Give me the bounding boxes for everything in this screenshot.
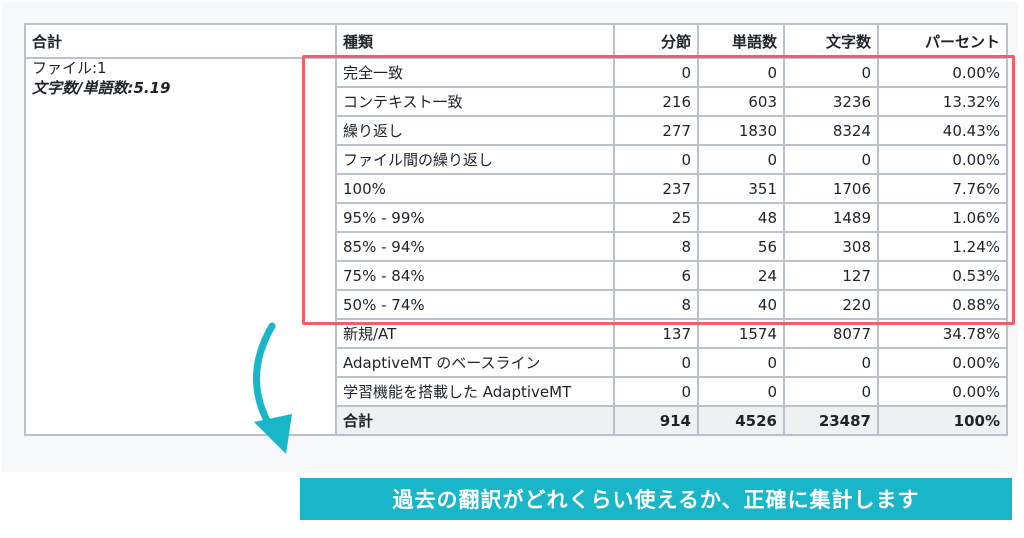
table-row: 学習機能を搭載した AdaptiveMT 0 0 0 0.00% bbox=[25, 376, 1008, 407]
row-percent: 0.00% bbox=[877, 144, 1008, 175]
row-type: 95% - 99% bbox=[335, 202, 615, 233]
row-type: 完全一致 bbox=[335, 57, 615, 88]
row-type: 学習機能を搭載した AdaptiveMT bbox=[335, 376, 615, 407]
row-segments: 277 bbox=[613, 115, 699, 146]
row-words: 351 bbox=[697, 173, 785, 204]
row-percent: 1.24% bbox=[877, 231, 1008, 262]
row-percent: 13.32% bbox=[877, 86, 1008, 117]
curved-arrow-icon bbox=[253, 322, 292, 454]
row-percent: 1.06% bbox=[877, 202, 1008, 233]
file-count: ファイル:1 bbox=[32, 59, 107, 77]
row-chars: 1489 bbox=[783, 202, 879, 233]
table-row: 75% - 84% 6 24 127 0.53% bbox=[25, 260, 1008, 291]
row-segments: 25 bbox=[613, 202, 699, 233]
row-percent: 0.53% bbox=[877, 260, 1008, 291]
table-total-row: 合計 914 4526 23487 100% bbox=[25, 405, 1008, 436]
row-words: 0 bbox=[697, 144, 785, 175]
row-words: 48 bbox=[697, 202, 785, 233]
row-chars: 308 bbox=[783, 231, 879, 262]
row-words: 0 bbox=[697, 347, 785, 378]
row-segments: 137 bbox=[613, 318, 699, 349]
row-chars: 1706 bbox=[783, 173, 879, 204]
row-segments: 0 bbox=[613, 144, 699, 175]
row-percent: 0.88% bbox=[877, 289, 1008, 320]
row-segments: 0 bbox=[613, 347, 699, 378]
row-words: 0 bbox=[697, 376, 785, 407]
row-words: 603 bbox=[697, 86, 785, 117]
table-row: 繰り返し 277 1830 8324 40.43% bbox=[25, 115, 1008, 146]
char-word-ratio: 文字数/単語数:5.19 bbox=[32, 79, 171, 97]
header-type: 種類 bbox=[335, 23, 615, 59]
row-type: コンテキスト一致 bbox=[335, 86, 615, 117]
total-words: 4526 bbox=[697, 405, 785, 436]
row-chars: 0 bbox=[783, 376, 879, 407]
row-chars: 3236 bbox=[783, 86, 879, 117]
header-words: 単語数 bbox=[697, 23, 785, 59]
total-percent: 100% bbox=[877, 405, 1008, 436]
table-row: 100% 237 351 1706 7.76% bbox=[25, 173, 1008, 204]
row-segments: 8 bbox=[613, 231, 699, 262]
row-percent: 34.78% bbox=[877, 318, 1008, 349]
row-type: AdaptiveMT のベースライン bbox=[335, 347, 615, 378]
row-percent: 40.43% bbox=[877, 115, 1008, 146]
row-type: 100% bbox=[335, 173, 615, 204]
row-words: 1830 bbox=[697, 115, 785, 146]
row-chars: 8077 bbox=[783, 318, 879, 349]
header-percent: パーセント bbox=[877, 23, 1008, 59]
header-segments: 分節 bbox=[613, 23, 699, 59]
analysis-table: 合計 種類 分節 単語数 文字数 パーセント ファイル:1 文字数/単語数:5.… bbox=[24, 23, 1008, 436]
table-row: ファイル間の繰り返し 0 0 0 0.00% bbox=[25, 144, 1008, 175]
row-type: 50% - 74% bbox=[335, 289, 615, 320]
table-row: コンテキスト一致 216 603 3236 13.32% bbox=[25, 86, 1008, 117]
row-type: 繰り返し bbox=[335, 115, 615, 146]
row-type: 新規/AT bbox=[335, 318, 615, 349]
table-row: ファイル:1 文字数/単語数:5.19 完全一致 0 0 0 0.00% bbox=[24, 57, 1008, 436]
row-words: 0 bbox=[697, 57, 785, 88]
row-segments: 237 bbox=[613, 173, 699, 204]
row-percent: 7.76% bbox=[877, 173, 1008, 204]
table-body: ファイル:1 文字数/単語数:5.19 完全一致 0 0 0 0.00% コンテ… bbox=[24, 57, 1008, 436]
row-chars: 0 bbox=[783, 57, 879, 88]
header-total: 合計 bbox=[24, 23, 337, 59]
row-chars: 0 bbox=[783, 144, 879, 175]
row-words: 56 bbox=[697, 231, 785, 262]
table-row: 85% - 94% 8 56 308 1.24% bbox=[25, 231, 1008, 262]
row-percent: 0.00% bbox=[877, 57, 1008, 88]
row-chars: 127 bbox=[783, 260, 879, 291]
row-type: ファイル間の繰り返し bbox=[335, 144, 615, 175]
row-words: 24 bbox=[697, 260, 785, 291]
row-segments: 6 bbox=[613, 260, 699, 291]
total-segments: 914 bbox=[613, 405, 699, 436]
table-row: AdaptiveMT のベースライン 0 0 0 0.00% bbox=[25, 347, 1008, 378]
row-words: 1574 bbox=[697, 318, 785, 349]
row-segments: 0 bbox=[613, 376, 699, 407]
row-chars: 8324 bbox=[783, 115, 879, 146]
row-segments: 216 bbox=[613, 86, 699, 117]
row-chars: 0 bbox=[783, 347, 879, 378]
header-chars: 文字数 bbox=[783, 23, 879, 59]
table-row: 95% - 99% 25 48 1489 1.06% bbox=[25, 202, 1008, 233]
row-chars: 220 bbox=[783, 289, 879, 320]
total-chars: 23487 bbox=[783, 405, 879, 436]
summary-cell: ファイル:1 文字数/単語数:5.19 bbox=[24, 57, 337, 436]
total-label: 合計 bbox=[335, 405, 615, 436]
table-header-row: 合計 種類 分節 単語数 文字数 パーセント bbox=[24, 23, 1008, 59]
table-row: 50% - 74% 8 40 220 0.88% bbox=[25, 289, 1008, 320]
row-type: 85% - 94% bbox=[335, 231, 615, 262]
row-segments: 0 bbox=[613, 57, 699, 88]
row-percent: 0.00% bbox=[877, 376, 1008, 407]
row-segments: 8 bbox=[613, 289, 699, 320]
caption-banner: 過去の翻訳がどれくらい使えるか、正確に集計します bbox=[300, 478, 1012, 520]
row-type: 75% - 84% bbox=[335, 260, 615, 291]
row-percent: 0.00% bbox=[877, 347, 1008, 378]
row-words: 40 bbox=[697, 289, 785, 320]
